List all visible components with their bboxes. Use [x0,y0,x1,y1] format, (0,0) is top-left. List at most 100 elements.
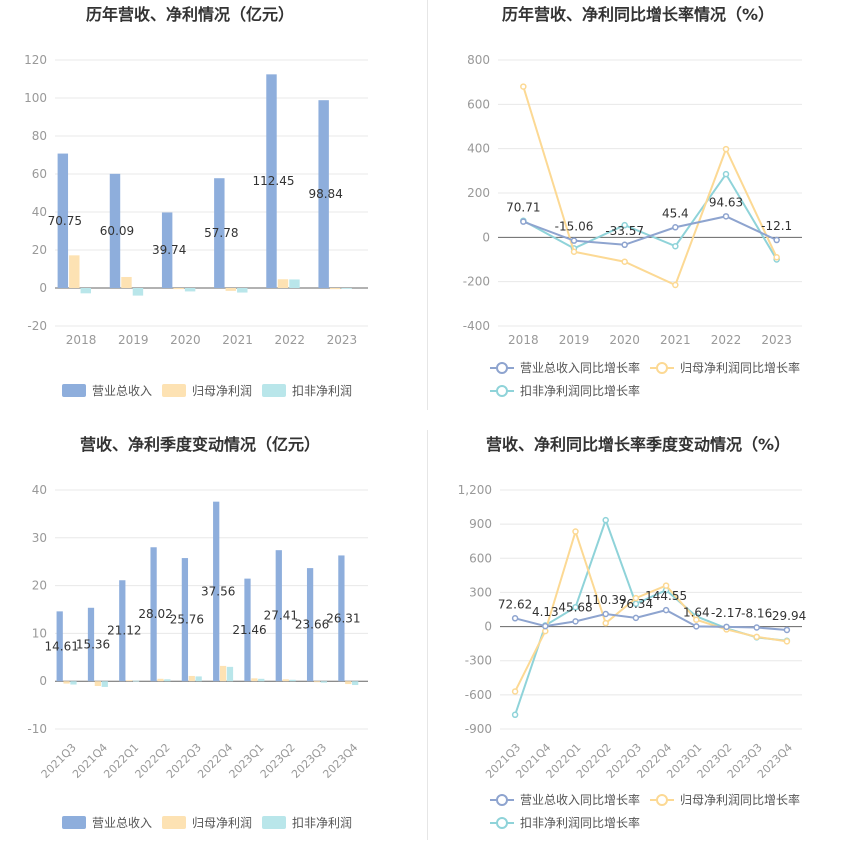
annual-amount-chart: 历年营收、净利情况（亿元） 120 100 80 60 40 20 0 -20 2018 2019 2… [24,5,368,398]
data-label: -12.1 [761,219,792,233]
data-label: 39.74 [152,243,186,257]
data-point [520,218,527,225]
y-tick-label: 100 [24,91,47,105]
y-tick-label: 400 [467,142,490,156]
bar [188,675,195,682]
quarterly-amount-chart: 营收、净利季度变动情况（亿元）403020100-102021Q32021Q42… [27,435,368,830]
series-line [514,528,788,692]
data-label: 144.55 [645,589,687,603]
legend-label: 营业总收入 [92,816,152,830]
data-label: 70.75 [48,214,82,228]
data-point [662,582,670,589]
bar [195,676,202,682]
y-tick-label: 80 [32,129,47,143]
data-label: 15.36 [76,637,110,651]
data-label: 14.61 [45,639,79,653]
x-tick-label: 2018 [508,333,539,347]
x-tick-label: 2020 [170,333,201,347]
legend-swatch-marker [496,817,508,829]
data-point [722,213,730,220]
data-label: 25.76 [170,613,204,627]
data-label: 1.64 [683,605,710,619]
bar [338,555,345,682]
data-point [602,610,609,618]
x-tick-label: 2022 [274,333,305,347]
bar [184,288,196,292]
data-point [572,618,579,625]
y-tick-label: 800 [467,53,490,67]
legend-swatch [262,384,286,397]
y-tick-label: 20 [32,579,47,593]
bar [56,611,63,682]
bar [213,501,220,682]
data-point [602,619,609,627]
series-line [514,609,787,631]
data-point [783,626,791,634]
legend-swatch-marker [656,362,668,374]
data-label: -33.57 [605,224,644,238]
bar [282,679,289,682]
data-label: 94.63 [709,195,743,209]
y-tick-label: 10 [32,626,47,640]
data-label: -2.17 [711,606,742,620]
data-point [783,638,791,645]
data-point [722,145,730,153]
series-line [522,86,778,287]
bar [352,681,359,686]
bar [181,558,189,682]
y-tick-label: 30 [32,531,47,545]
x-tick-label: 2018 [66,333,97,347]
legend-swatch [62,816,86,829]
x-tick-label: 2020 [609,333,640,347]
y-tick-label: 0 [39,281,47,295]
data-point [621,221,628,229]
data-point [570,248,578,255]
data-point [722,170,730,178]
y-tick-label: 0 [39,674,47,688]
x-tick-label: 2023 [327,333,358,347]
x-tick-label: 2019 [118,333,149,347]
y-tick-label: -200 [463,275,490,289]
y-tick-label: 600 [467,97,490,111]
bar [214,178,225,288]
data-point [511,615,519,622]
data-point [621,258,628,265]
y-tick-label: 900 [469,517,492,531]
bar [275,550,282,682]
legend-swatch [262,816,286,829]
y-tick-label: -600 [465,688,492,702]
bar [289,279,300,288]
data-label: 23.66 [295,618,329,632]
bar [345,681,352,685]
bar [63,681,70,684]
legend-label: 营业总收入 [92,384,152,398]
bar [226,666,234,682]
legend-label: 扣非净利润同比增长率 [520,383,640,398]
y-tick-label: 40 [32,205,47,219]
legend-label: 归母净利润 [192,384,252,398]
data-point [572,603,579,611]
y-tick-label: 300 [469,585,492,599]
data-point [520,83,527,90]
legend-swatch [162,816,186,829]
data-label: -15.06 [555,220,594,234]
data-label: 4.13 [532,605,559,619]
data-label: 21.46 [232,623,266,637]
legend-swatch-marker [496,362,508,374]
data-point [753,633,760,641]
bar [289,679,296,682]
x-tick-label: 2021 [222,333,253,347]
data-label: 28.02 [138,607,172,621]
data-point [723,623,730,631]
data-point [511,688,519,695]
bar [244,578,251,682]
data-point [672,224,679,231]
data-point [753,624,760,631]
x-tick-label: 2019 [559,333,590,347]
legend-label: 归母净利润同比增长率 [680,792,800,807]
data-label: 72.62 [498,597,532,611]
bar [329,288,341,290]
data-label: 76.34 [619,597,653,611]
data-point [511,711,519,719]
